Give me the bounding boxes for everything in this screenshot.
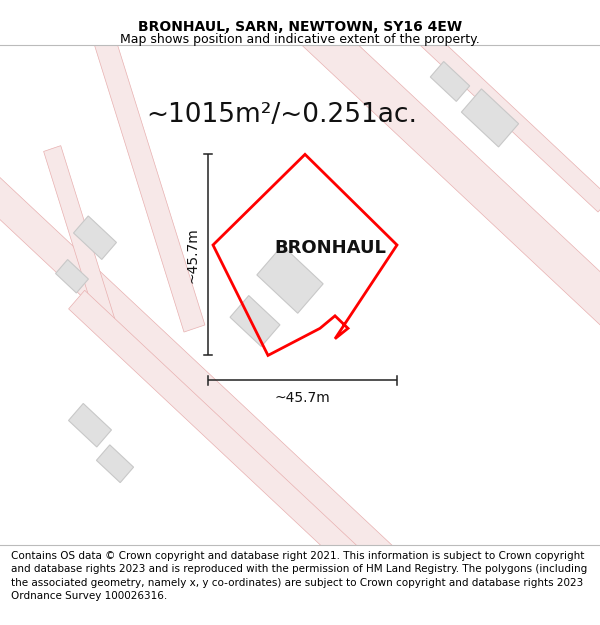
Polygon shape (85, 8, 205, 332)
Polygon shape (56, 259, 88, 293)
Polygon shape (44, 146, 116, 330)
Polygon shape (74, 216, 116, 259)
Polygon shape (430, 61, 470, 101)
Polygon shape (68, 404, 112, 447)
Polygon shape (0, 107, 445, 618)
Polygon shape (257, 246, 323, 313)
Text: ~1015m²/~0.251ac.: ~1015m²/~0.251ac. (146, 102, 418, 128)
Text: BRONHAUL, SARN, NEWTOWN, SY16 4EW: BRONHAUL, SARN, NEWTOWN, SY16 4EW (138, 20, 462, 34)
Text: ~45.7m: ~45.7m (186, 227, 200, 282)
Polygon shape (230, 296, 280, 346)
Polygon shape (390, 3, 600, 212)
Polygon shape (97, 445, 134, 483)
Polygon shape (68, 290, 442, 625)
Text: BRONHAUL: BRONHAUL (274, 239, 386, 257)
Text: Contains OS data © Crown copyright and database right 2021. This information is : Contains OS data © Crown copyright and d… (11, 551, 587, 601)
Text: Map shows position and indicative extent of the property.: Map shows position and indicative extent… (120, 32, 480, 46)
Text: ~45.7m: ~45.7m (275, 391, 331, 405)
Polygon shape (461, 89, 518, 147)
Polygon shape (176, 0, 600, 380)
